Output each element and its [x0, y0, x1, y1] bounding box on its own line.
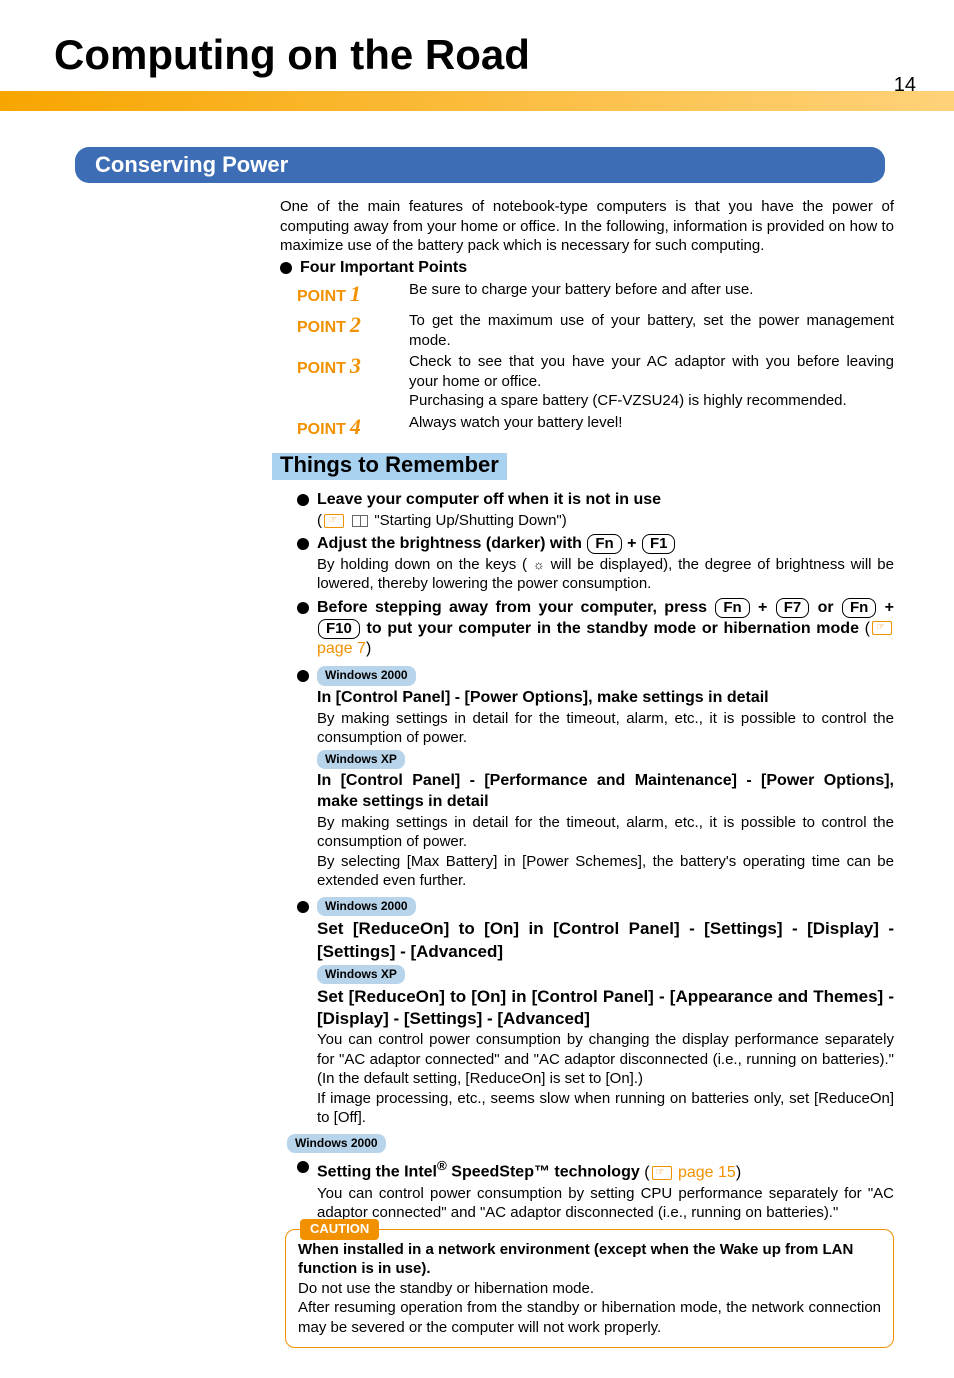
os-badge-winxp: Windows XP: [317, 750, 405, 770]
remember-item-1: Leave your computer off when it is not i…: [297, 490, 894, 530]
brightness-icon: [533, 556, 545, 573]
remember-item-2: Adjust the brightness (darker) with Fn +…: [297, 534, 894, 594]
remember-1-ref: ( "Starting Up/Shutting Down"): [317, 511, 894, 531]
point-3-label: POINT3: [297, 352, 409, 381]
key-fn: Fn: [842, 598, 876, 618]
bullet-icon: [297, 602, 309, 614]
remember-item-6-wrapper: Windows 2000 Setting the Intel® SpeedSte…: [287, 1132, 894, 1223]
remember-5-b1: You can control power consumption by cha…: [317, 1030, 894, 1089]
page-ref-15[interactable]: page 15: [674, 1164, 736, 1181]
caution-line-1: Do not use the standby or hibernation mo…: [298, 1279, 881, 1299]
remember-4-h2: In [Control Panel] - [Performance and Ma…: [317, 771, 894, 813]
remember-item-4: Windows 2000 In [Control Panel] - [Power…: [297, 664, 894, 891]
point-4-label: POINT4: [297, 413, 409, 442]
key-f10: F10: [318, 619, 360, 639]
remember-2-body: By holding down on the keys ( will be di…: [317, 555, 894, 594]
caution-label: CAUTION: [300, 1219, 379, 1240]
caution-heading: When installed in a network environment …: [298, 1240, 881, 1279]
crossref-icon[interactable]: [872, 621, 892, 635]
os-badge-win2000: Windows 2000: [317, 666, 416, 686]
four-points-row: Four Important Points: [280, 258, 894, 279]
bullet-icon: [297, 538, 309, 550]
remember-5-b2: If image processing, etc., seems slow wh…: [317, 1089, 894, 1128]
bullet-icon: [297, 494, 309, 506]
intro-paragraph: One of the main features of notebook-typ…: [280, 197, 894, 256]
point-2-label: POINT2: [297, 311, 409, 340]
remember-5-h1: Set [ReduceOn] to [On] in [Control Panel…: [317, 918, 894, 962]
os-badge-winxp: Windows XP: [317, 965, 405, 985]
bullet-icon: [280, 262, 292, 274]
content-area: Conserving Power One of the main feature…: [0, 147, 954, 1378]
remember-4-h1: In [Control Panel] - [Power Options], ma…: [317, 688, 894, 709]
remember-2-heading: Adjust the brightness (darker) with Fn +…: [317, 534, 894, 555]
things-to-remember-heading: Things to Remember: [280, 451, 499, 480]
point-1-text: Be sure to charge your battery before an…: [409, 280, 894, 300]
four-points-heading: Four Important Points: [300, 258, 467, 279]
bullet-icon: [297, 901, 309, 913]
book-icon: [352, 515, 368, 527]
key-f1: F1: [642, 534, 676, 554]
page-title: Computing on the Road: [0, 0, 954, 91]
page-number: 14: [894, 72, 916, 98]
remember-1-heading: Leave your computer off when it is not i…: [317, 490, 894, 511]
remember-3-heading: Before stepping away from your computer,…: [317, 598, 894, 660]
key-fn: Fn: [587, 534, 621, 554]
os-badge-win2000: Windows 2000: [317, 897, 416, 917]
key-fn: Fn: [715, 598, 749, 618]
bullet-icon: [297, 1161, 309, 1173]
remember-6-body: You can control power consumption by set…: [317, 1184, 894, 1223]
point-2: POINT2 To get the maximum use of your ba…: [297, 311, 894, 350]
point-4-text: Always watch your battery level!: [409, 413, 894, 433]
section-header: Conserving Power: [75, 147, 885, 184]
remember-item-5: Windows 2000 Set [ReduceOn] to [On] in […: [297, 895, 894, 1128]
point-3: POINT3 Check to see that you have your A…: [297, 352, 894, 411]
caution-box: CAUTION When installed in a network envi…: [285, 1229, 894, 1349]
page-ref-7[interactable]: page 7: [317, 640, 366, 657]
os-badge-win2000: Windows 2000: [287, 1134, 386, 1154]
point-4: POINT4 Always watch your battery level!: [297, 413, 894, 442]
point-2-text: To get the maximum use of your battery, …: [409, 311, 894, 350]
key-f7: F7: [776, 598, 810, 618]
remember-6-heading: Setting the Intel® SpeedStep™ technology…: [317, 1157, 894, 1183]
remember-4-b2a: By making settings in detail for the tim…: [317, 813, 894, 852]
remember-4-b1: By making settings in detail for the tim…: [317, 709, 894, 748]
point-1: POINT1 Be sure to charge your battery be…: [297, 280, 894, 309]
remember-item-3: Before stepping away from your computer,…: [297, 598, 894, 660]
point-3-text: Check to see that you have your AC adapt…: [409, 352, 894, 411]
crossref-icon: [324, 514, 344, 528]
remember-5-h2: Set [ReduceOn] to [On] in [Control Panel…: [317, 986, 894, 1030]
point-1-label: POINT1: [297, 280, 409, 309]
crossref-icon[interactable]: [652, 1166, 672, 1180]
header-band: [0, 91, 954, 111]
remember-4-b2b: By selecting [Max Battery] in [Power Sch…: [317, 852, 894, 891]
bullet-icon: [297, 670, 309, 682]
caution-line-2: After resuming operation from the standb…: [298, 1298, 881, 1337]
